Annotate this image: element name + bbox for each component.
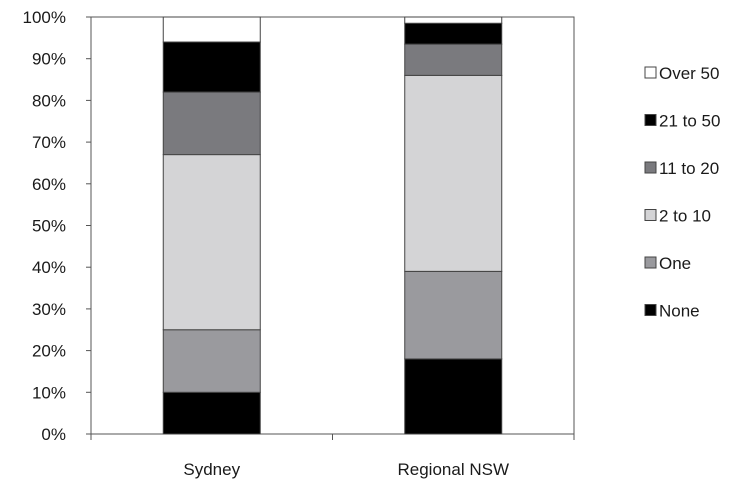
legend-swatch bbox=[644, 114, 657, 126]
legend-label: None bbox=[659, 302, 700, 321]
plot-area bbox=[90, 16, 575, 435]
legend-item-none: None bbox=[644, 302, 700, 321]
legend-label: One bbox=[659, 254, 691, 273]
x-category-label: Regional NSW bbox=[398, 460, 510, 479]
bar-segment-regional-nsw-11-to-20 bbox=[404, 43, 503, 76]
legend-label: 21 to 50 bbox=[659, 112, 720, 131]
bar-segment-regional-nsw-2-to-10 bbox=[404, 74, 503, 272]
legend-swatch bbox=[644, 209, 657, 221]
legend-item-2-to-10: 2 to 10 bbox=[644, 207, 711, 226]
legend-item-one: One bbox=[644, 254, 691, 273]
x-axis: Sydney Regional NSW bbox=[90, 434, 575, 479]
legend-label: Over 50 bbox=[659, 64, 719, 83]
bar-segment-sydney-2-to-10 bbox=[162, 154, 261, 331]
legend-label: 2 to 10 bbox=[659, 207, 711, 226]
legend-swatch bbox=[644, 161, 657, 174]
y-tick-label: 80% bbox=[32, 91, 66, 110]
y-tick-label: 100% bbox=[23, 8, 66, 27]
y-tick-label: 20% bbox=[32, 342, 66, 361]
bar-segment-sydney-one bbox=[162, 329, 261, 393]
y-tick-label: 60% bbox=[32, 175, 66, 194]
legend-item-21-to-50: 21 to 50 bbox=[644, 112, 720, 131]
bar-segment-regional-nsw-over-50 bbox=[404, 16, 503, 24]
y-tick-label: 50% bbox=[32, 217, 66, 236]
legend-label: 11 to 20 bbox=[659, 159, 719, 178]
legend-swatch bbox=[644, 304, 657, 316]
bar-segment-regional-nsw-one bbox=[404, 270, 503, 360]
legend: Over 50 21 to 50 11 to 20 2 to 10 One None bbox=[644, 64, 720, 321]
y-tick-label: 10% bbox=[32, 383, 66, 402]
legend-swatch bbox=[644, 66, 657, 79]
y-tick-label: 30% bbox=[32, 300, 66, 319]
y-axis: 0% 10% 20% 30% 40% 50% 60% 70% 80% 90% 100% bbox=[23, 8, 91, 444]
bar-segment-sydney-none bbox=[162, 391, 261, 435]
y-tick-label: 40% bbox=[32, 258, 66, 277]
legend-item-11-to-20: 11 to 20 bbox=[644, 159, 719, 178]
bar-segment-sydney-11-to-20 bbox=[162, 91, 261, 156]
bar-segment-regional-nsw-21-to-50 bbox=[404, 22, 503, 45]
y-tick-label: 0% bbox=[41, 425, 66, 444]
legend-swatch bbox=[644, 256, 657, 269]
y-tick-label: 90% bbox=[32, 50, 66, 69]
bar-segment-regional-nsw-none bbox=[404, 358, 503, 435]
legend-item-over-50: Over 50 bbox=[644, 64, 719, 83]
bar-segment-sydney-over-50 bbox=[162, 16, 261, 43]
y-tick-label: 70% bbox=[32, 133, 66, 152]
bar-segment-sydney-21-to-50 bbox=[162, 41, 261, 93]
x-category-label: Sydney bbox=[183, 460, 240, 479]
